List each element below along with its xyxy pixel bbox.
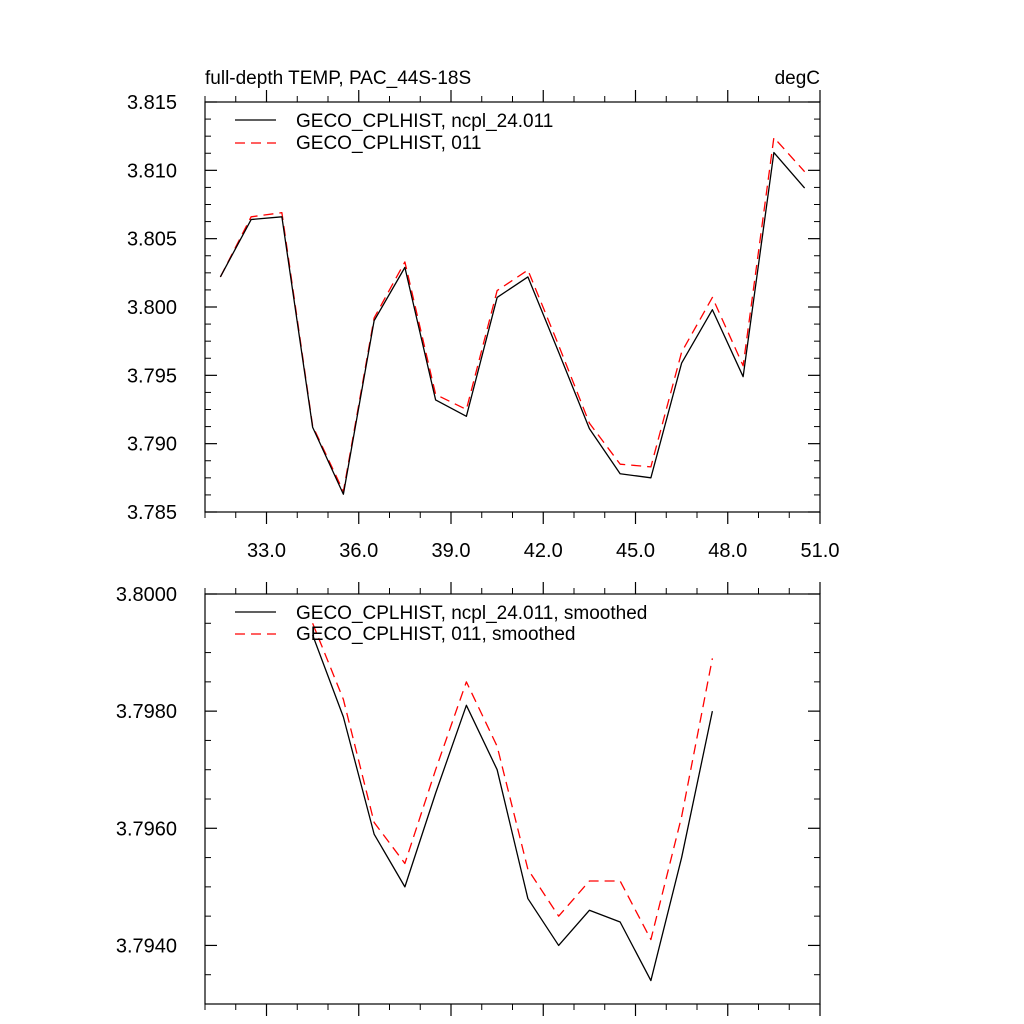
chart-units: degC bbox=[775, 68, 820, 89]
x-tick-label: 45.0 bbox=[616, 540, 655, 562]
y-tick-label: 3.810 bbox=[127, 160, 177, 182]
y-tick-label: 3.785 bbox=[127, 502, 177, 524]
bottom-series-lines bbox=[312, 623, 714, 982]
x-tick-label: 33.0 bbox=[247, 540, 286, 562]
top-panel: full-depth TEMP, PAC_44S-18S degC 33.0 36… bbox=[127, 68, 840, 562]
bottom-legend: GECO_CPLHIST, ncpl_24.011, smoothed GECO… bbox=[235, 603, 647, 645]
y-tick-label: 3.795 bbox=[127, 365, 177, 387]
series-line-0 bbox=[219, 151, 806, 495]
x-tick-label: 42.0 bbox=[524, 540, 563, 562]
y-tick-label: 3.800 bbox=[127, 297, 177, 319]
y-tick-label: 3.7940 bbox=[116, 935, 177, 957]
bottom-plot-frame bbox=[204, 593, 821, 1005]
legend-label-ncpl: GECO_CPLHIST, ncpl_24.011 bbox=[296, 111, 553, 132]
y-tick-label: 3.8000 bbox=[116, 584, 177, 606]
y-tick-label: 3.7960 bbox=[116, 818, 177, 840]
y-tick-label: 3.805 bbox=[127, 229, 177, 251]
series-line-0 bbox=[312, 634, 714, 982]
series-line-1 bbox=[219, 136, 806, 493]
x-tick-label: 36.0 bbox=[339, 540, 378, 562]
top-axis-ticks: 33.0 36.0 39.0 42.0 45.0 48.0 51.0 3.785 3.790 3.… bbox=[127, 90, 840, 562]
legend-label-011-smoothed: GECO_CPLHIST, 011, smoothed bbox=[296, 624, 576, 645]
top-plot-frame bbox=[204, 101, 821, 513]
y-tick-label: 3.815 bbox=[127, 92, 177, 114]
top-legend: GECO_CPLHIST, ncpl_24.011 GECO_CPLHIST, … bbox=[235, 111, 553, 154]
legend-label-011: GECO_CPLHIST, 011 bbox=[296, 133, 482, 154]
y-tick-label: 3.790 bbox=[127, 434, 177, 456]
top-series-lines bbox=[219, 136, 806, 495]
bottom-panel: 3.7940 3.7960 3.7980 3.8000 GECO_CPLHIST, n… bbox=[116, 582, 821, 1016]
x-tick-label: 51.0 bbox=[801, 540, 840, 562]
x-tick-label: 39.0 bbox=[432, 540, 471, 562]
bottom-axis-ticks: 3.7940 3.7960 3.7980 3.8000 bbox=[116, 582, 821, 1016]
series-line-1 bbox=[312, 623, 714, 941]
chart-title: full-depth TEMP, PAC_44S-18S bbox=[205, 68, 471, 89]
x-tick-label: 48.0 bbox=[708, 540, 747, 562]
legend-label-ncpl-smoothed: GECO_CPLHIST, ncpl_24.011, smoothed bbox=[296, 603, 647, 624]
y-tick-label: 3.7980 bbox=[116, 701, 177, 723]
